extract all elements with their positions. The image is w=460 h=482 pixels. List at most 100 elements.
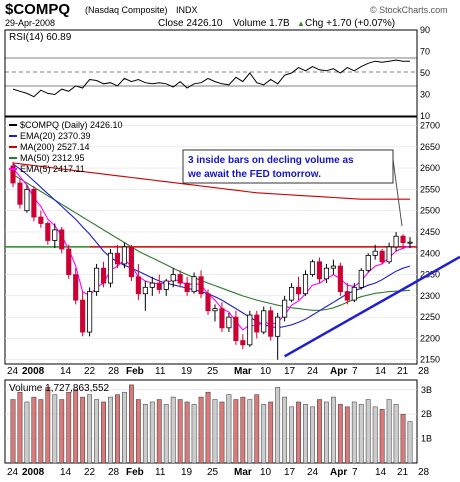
price-tick-label: 2300 bbox=[420, 291, 440, 301]
candle-body bbox=[282, 299, 288, 318]
volume-bar bbox=[10, 399, 16, 464]
volume-bar bbox=[261, 404, 267, 464]
ma50-line bbox=[12, 174, 411, 311]
annotation-line-1: 3 inside bars on decling volume as bbox=[188, 155, 354, 166]
volume-bar bbox=[247, 399, 253, 464]
x-axis-label: 24 bbox=[307, 366, 319, 377]
candle-body bbox=[400, 235, 406, 244]
x-axis-label: 25 bbox=[207, 366, 219, 377]
candle-body bbox=[45, 223, 51, 241]
candle-body bbox=[100, 267, 107, 284]
candle-body bbox=[107, 252, 114, 284]
volume-bar bbox=[303, 404, 308, 464]
candle-body bbox=[302, 274, 309, 295]
candle-body bbox=[73, 274, 79, 301]
x-axis-label-bottom: 25 bbox=[207, 467, 219, 478]
volume-bar bbox=[135, 399, 141, 464]
x-axis-label-bottom: 10 bbox=[260, 467, 272, 478]
chart-index-name: (Nasdaq Composite) bbox=[85, 5, 168, 15]
x-axis-label-bottom: 19 bbox=[181, 467, 193, 478]
x-axis-label: 24 bbox=[7, 366, 19, 377]
candle-body bbox=[94, 267, 100, 293]
volume-bar bbox=[317, 399, 322, 464]
volume-bar bbox=[372, 406, 378, 464]
volume-bar bbox=[407, 421, 413, 464]
candle-body bbox=[142, 286, 148, 295]
candle-body bbox=[372, 250, 378, 256]
volume-bar bbox=[219, 401, 225, 464]
candle-body bbox=[212, 308, 218, 312]
x-axis-label: Feb bbox=[126, 366, 144, 377]
ma200-line bbox=[12, 162, 410, 200]
volume-bar bbox=[254, 394, 260, 464]
candle-body bbox=[275, 316, 281, 337]
rsi-tick-label: 30 bbox=[420, 90, 430, 100]
volume-bar bbox=[275, 387, 281, 464]
rsi-series-line bbox=[12, 59, 410, 98]
candle-body bbox=[233, 316, 239, 341]
x-axis-label-bottom: 17 bbox=[284, 467, 296, 478]
price-tick-label: 2400 bbox=[420, 248, 440, 258]
candle-body bbox=[407, 241, 413, 244]
candle-body bbox=[59, 229, 65, 250]
candle-body bbox=[358, 269, 364, 288]
candle-body bbox=[240, 340, 246, 346]
candle-body bbox=[344, 291, 350, 301]
volume-bar bbox=[344, 406, 350, 464]
volume-bar bbox=[268, 401, 274, 464]
candle-body bbox=[121, 246, 127, 265]
candle-body bbox=[31, 188, 37, 218]
volume-bar bbox=[45, 387, 51, 464]
legend-entry: EMA(20) 2370.39 bbox=[20, 131, 91, 141]
x-axis-label: 7 bbox=[352, 366, 358, 377]
x-axis-label-bottom: Feb bbox=[126, 467, 144, 478]
candle-body bbox=[52, 229, 58, 241]
volume-bar bbox=[101, 401, 106, 464]
volume-bar bbox=[163, 404, 169, 464]
volume-bar bbox=[52, 394, 58, 464]
candle-body bbox=[17, 182, 23, 205]
candle-body bbox=[330, 265, 336, 269]
chart-exchange: INDX bbox=[176, 5, 198, 15]
volume-bar bbox=[324, 401, 329, 464]
candle-body bbox=[135, 276, 141, 295]
candle-body bbox=[309, 261, 316, 275]
candle-body bbox=[226, 316, 232, 329]
candle-body bbox=[393, 235, 399, 248]
volume-bar bbox=[198, 396, 204, 464]
volume-bar bbox=[170, 396, 176, 464]
legend-entry: MA(50) 2312.95 bbox=[20, 153, 85, 163]
x-axis-label-bottom: 11 bbox=[155, 467, 166, 478]
volume-tick-label: 3B bbox=[421, 385, 432, 395]
candle-body bbox=[198, 276, 204, 295]
volume-bar bbox=[73, 389, 79, 464]
volume-bar bbox=[156, 399, 162, 464]
volume-bar bbox=[282, 396, 288, 464]
x-axis-label: Mar bbox=[234, 366, 252, 377]
volume-tick-label: 2B bbox=[421, 409, 432, 419]
x-axis-label-bottom: Mar bbox=[234, 467, 252, 478]
volume-bar bbox=[212, 399, 218, 464]
chart-symbol: $COMPQ bbox=[5, 1, 70, 18]
x-axis-label-bottom: 24 bbox=[307, 467, 319, 478]
candle-body bbox=[247, 314, 253, 346]
rsi-tick-label: 10 bbox=[420, 111, 430, 121]
candle-body bbox=[38, 216, 44, 224]
price-tick-label: 2550 bbox=[420, 184, 440, 194]
x-axis-label-bottom: 14 bbox=[60, 467, 72, 478]
candle-body bbox=[149, 282, 155, 288]
volume-bar bbox=[240, 396, 246, 464]
ema5-line bbox=[12, 167, 411, 331]
candle-body bbox=[365, 255, 371, 271]
volume-bar bbox=[337, 404, 343, 464]
candle-body bbox=[156, 282, 162, 290]
candle-body bbox=[170, 274, 176, 282]
close-label: Close 2426.10 bbox=[158, 18, 223, 29]
price-tick-label: 2500 bbox=[420, 206, 440, 216]
volume-bar bbox=[386, 399, 392, 464]
volume-bar bbox=[289, 406, 295, 464]
x-axis-label-bottom: 22 bbox=[84, 467, 96, 478]
candle-body bbox=[268, 310, 274, 337]
rsi-tick-label: 50 bbox=[420, 68, 430, 78]
price-tick-label: 2650 bbox=[420, 142, 440, 152]
